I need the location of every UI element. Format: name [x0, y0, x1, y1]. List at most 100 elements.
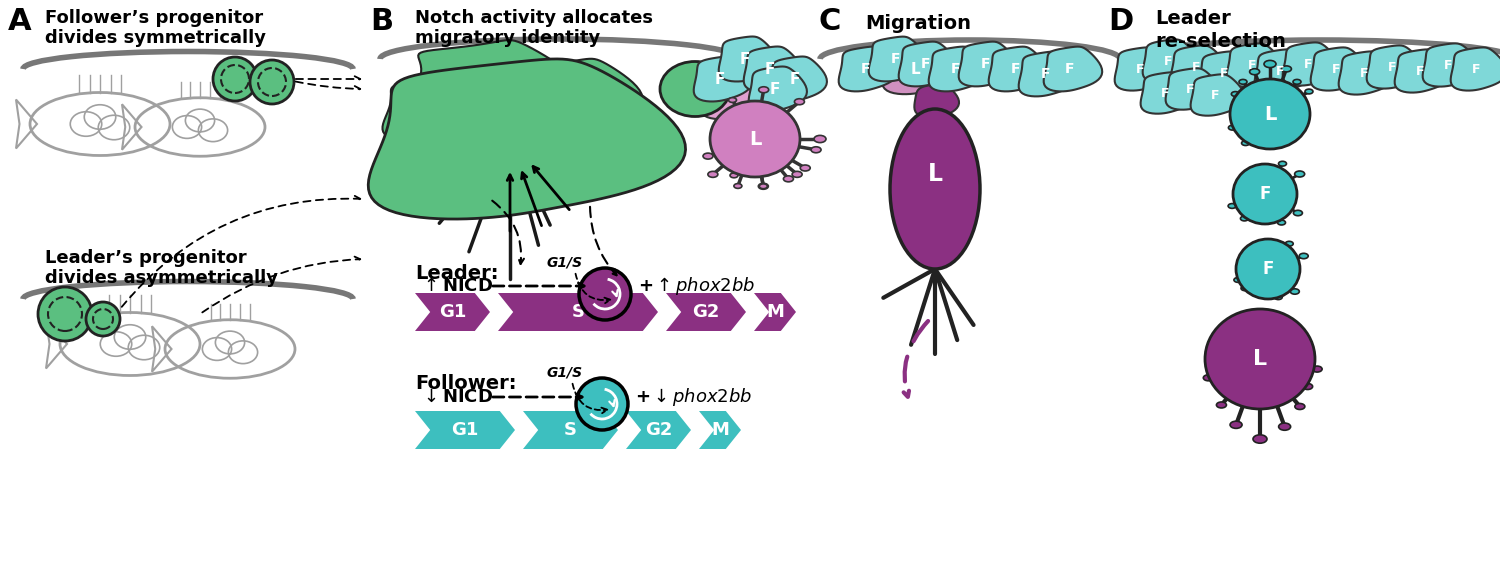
Ellipse shape	[759, 183, 768, 189]
Text: F: F	[1263, 260, 1274, 278]
Text: F: F	[1260, 185, 1270, 203]
Ellipse shape	[1278, 318, 1287, 323]
Ellipse shape	[1305, 89, 1312, 94]
Text: G1/S: G1/S	[548, 255, 584, 269]
Ellipse shape	[730, 173, 738, 178]
Polygon shape	[1422, 43, 1479, 86]
Text: F: F	[1220, 67, 1228, 80]
Polygon shape	[1198, 51, 1256, 94]
Polygon shape	[416, 411, 514, 449]
Ellipse shape	[759, 184, 768, 189]
Ellipse shape	[1264, 60, 1276, 68]
Text: F: F	[1416, 64, 1425, 77]
Text: Follower:: Follower:	[416, 374, 516, 393]
Ellipse shape	[792, 171, 802, 178]
Ellipse shape	[1216, 402, 1227, 408]
Text: F: F	[920, 57, 930, 71]
Ellipse shape	[1294, 171, 1305, 177]
Text: F: F	[1191, 60, 1200, 73]
Polygon shape	[368, 59, 686, 219]
Ellipse shape	[704, 153, 712, 159]
Polygon shape	[1395, 50, 1450, 93]
Polygon shape	[915, 84, 958, 118]
Text: F: F	[1359, 67, 1368, 80]
Text: F: F	[1388, 60, 1396, 73]
Text: Migration: Migration	[865, 14, 970, 33]
Ellipse shape	[1281, 66, 1292, 72]
Text: F: F	[1161, 86, 1170, 100]
Polygon shape	[1311, 47, 1366, 90]
Ellipse shape	[800, 165, 810, 171]
Text: G1/S: G1/S	[548, 365, 584, 379]
Ellipse shape	[1228, 125, 1236, 130]
Ellipse shape	[1242, 141, 1250, 146]
Text: F: F	[716, 72, 724, 86]
Polygon shape	[1366, 46, 1424, 89]
Polygon shape	[1338, 51, 1395, 94]
Polygon shape	[1114, 47, 1172, 90]
Ellipse shape	[890, 109, 980, 269]
Ellipse shape	[1230, 326, 1239, 331]
Text: C: C	[818, 7, 840, 36]
Ellipse shape	[1293, 211, 1302, 216]
Ellipse shape	[1204, 356, 1215, 362]
Text: L: L	[910, 61, 920, 76]
Ellipse shape	[734, 184, 742, 188]
Text: F: F	[951, 62, 960, 76]
Polygon shape	[928, 47, 987, 92]
Polygon shape	[882, 44, 956, 94]
Polygon shape	[693, 56, 752, 101]
Text: Leader: Leader	[1155, 9, 1230, 28]
Ellipse shape	[1250, 69, 1260, 75]
Text: L: L	[927, 162, 942, 186]
Ellipse shape	[729, 98, 736, 102]
Ellipse shape	[1234, 278, 1242, 282]
Ellipse shape	[708, 171, 718, 178]
Ellipse shape	[1230, 79, 1310, 149]
Polygon shape	[524, 411, 618, 449]
Text: F: F	[1275, 64, 1284, 77]
Text: F: F	[1248, 59, 1257, 72]
Polygon shape	[768, 56, 826, 101]
Polygon shape	[513, 59, 642, 129]
Polygon shape	[1140, 72, 1194, 114]
Text: F: F	[770, 81, 780, 97]
Text: re-selection: re-selection	[1155, 32, 1286, 51]
Polygon shape	[1254, 50, 1311, 93]
Ellipse shape	[1240, 286, 1250, 291]
Polygon shape	[626, 411, 692, 449]
Text: Leader:: Leader:	[416, 264, 498, 283]
Text: F: F	[981, 57, 990, 71]
Polygon shape	[1227, 43, 1282, 86]
Ellipse shape	[1203, 375, 1214, 381]
Ellipse shape	[783, 176, 794, 182]
Ellipse shape	[1278, 161, 1287, 166]
Ellipse shape	[1232, 92, 1239, 96]
Text: F: F	[861, 62, 870, 76]
Text: migratory identity: migratory identity	[416, 29, 600, 47]
Ellipse shape	[1240, 216, 1248, 221]
Text: Leader’s progenitor: Leader’s progenitor	[45, 249, 246, 267]
Ellipse shape	[710, 101, 800, 177]
Text: F: F	[1210, 89, 1219, 101]
Polygon shape	[1019, 52, 1077, 96]
Text: D: D	[1108, 7, 1134, 36]
Polygon shape	[1044, 47, 1102, 92]
Text: F: F	[1304, 57, 1312, 71]
Ellipse shape	[1294, 403, 1305, 410]
Polygon shape	[1143, 39, 1198, 83]
Text: F: F	[1185, 83, 1194, 96]
Text: +$\downarrow$$\it{phox2bb}$: +$\downarrow$$\it{phox2bb}$	[634, 386, 752, 408]
Text: divides asymmetrically: divides asymmetrically	[45, 269, 278, 287]
Ellipse shape	[1252, 435, 1268, 443]
Text: F: F	[1041, 67, 1050, 81]
Polygon shape	[666, 293, 746, 331]
Polygon shape	[748, 67, 807, 112]
Text: Follower’s progenitor: Follower’s progenitor	[45, 9, 262, 27]
Ellipse shape	[759, 86, 768, 93]
Polygon shape	[1282, 43, 1340, 85]
Circle shape	[576, 378, 628, 430]
Polygon shape	[868, 36, 927, 81]
Ellipse shape	[1236, 239, 1300, 299]
Polygon shape	[498, 293, 658, 331]
